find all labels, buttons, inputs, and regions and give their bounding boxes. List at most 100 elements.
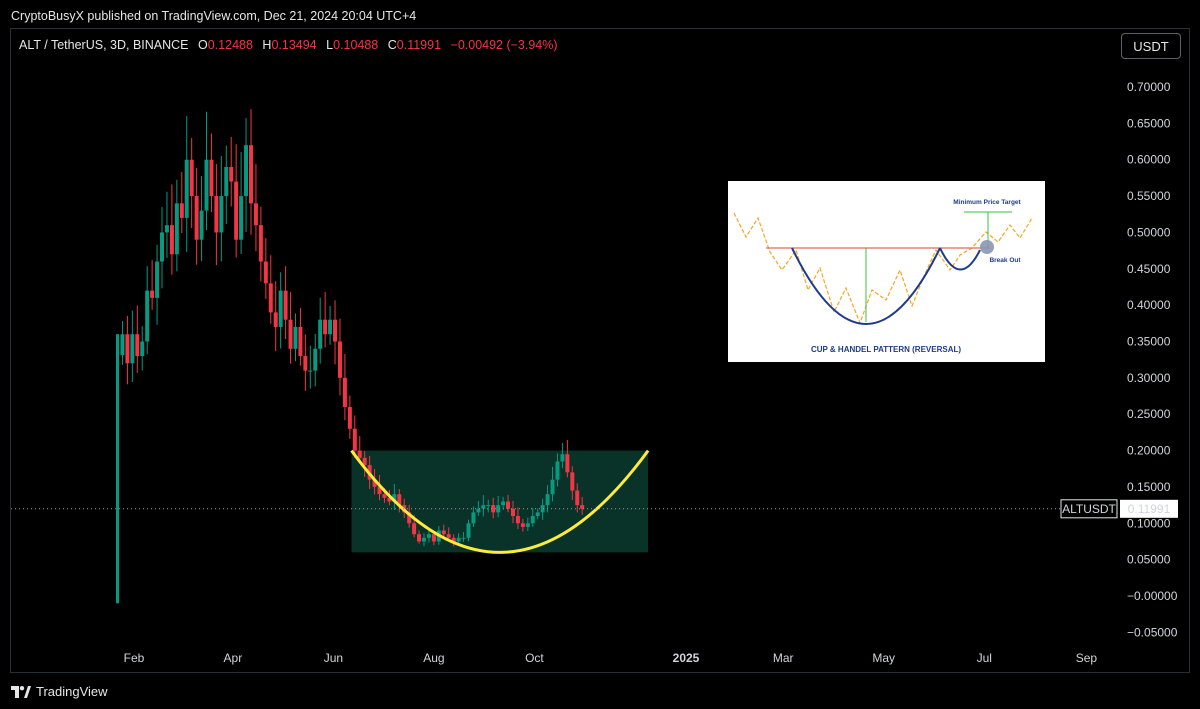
y-tick-label: 0.20000: [1127, 444, 1171, 458]
candle-body: [486, 505, 491, 507]
candles: [116, 109, 585, 604]
y-tick-label: 0.40000: [1127, 298, 1171, 312]
candle-body: [491, 505, 496, 513]
candle-body: [278, 290, 283, 327]
candle-body: [382, 494, 387, 498]
candle-body: [174, 203, 179, 255]
candle-body: [397, 494, 402, 506]
tradingview-logo[interactable]: TradingView: [11, 684, 108, 699]
currency-button[interactable]: USDT: [1121, 33, 1181, 59]
candle-body: [412, 523, 417, 535]
candle-body: [461, 537, 466, 539]
publish-info: CryptoBusyX published on TradingView.com…: [11, 9, 417, 23]
candle-body: [352, 428, 357, 451]
candle-body: [520, 523, 525, 527]
candle-body: [199, 210, 204, 240]
pattern-inset: Minimum Price Target Break Out CUP & HANDE…: [728, 181, 1045, 362]
candle-body: [184, 159, 189, 218]
inset-handle-curve: [939, 247, 981, 271]
candle-body: [506, 501, 511, 509]
candle-body: [135, 334, 140, 357]
candle-body: [328, 319, 333, 335]
candle-body: [441, 530, 446, 535]
candle-body: [219, 196, 224, 233]
inset-price-path: [733, 212, 1033, 325]
x-tick-label: May: [872, 651, 895, 665]
candle-body: [426, 534, 431, 538]
candle-body: [313, 348, 318, 371]
candle-body: [476, 508, 481, 513]
candle-body: [347, 406, 352, 429]
candle-body: [244, 145, 249, 197]
candle-body: [510, 508, 515, 517]
candle-body: [273, 312, 278, 327]
candle-body: [540, 505, 545, 513]
candle-body: [283, 290, 288, 320]
candle-body: [456, 537, 461, 542]
candle-body: [451, 537, 456, 542]
candle-body: [298, 326, 303, 357]
symbol-title: ALT / TetherUS, 3D, BINANCE: [19, 38, 189, 52]
candle-body: [333, 319, 338, 342]
y-tick-label: 0.10000: [1127, 516, 1171, 530]
candle-body: [253, 203, 258, 226]
candle-body: [214, 196, 219, 233]
candle-body: [293, 326, 298, 349]
candle-body: [501, 501, 506, 506]
x-tick-label: Jul: [977, 651, 992, 665]
change-value: −0.00492 (−3.94%): [450, 38, 558, 52]
open-label: O: [198, 38, 208, 52]
candle-body: [496, 505, 501, 513]
candle-body: [417, 534, 422, 542]
candle-body: [342, 377, 347, 407]
candle-body: [372, 479, 377, 487]
candle-body: [116, 334, 120, 604]
y-tick-label: 0.35000: [1127, 335, 1171, 349]
inset-breakout-label: Break Out: [989, 257, 1021, 264]
candle-body: [288, 319, 293, 349]
candle-body: [466, 523, 471, 538]
open-value: 0.12488: [207, 38, 253, 52]
candle-body: [318, 319, 323, 349]
y-tick-label: 0.30000: [1127, 371, 1171, 385]
candle-body: [362, 457, 367, 466]
candle-body: [377, 486, 382, 495]
x-tick-label: Feb: [124, 651, 145, 665]
candle-body: [555, 461, 560, 480]
inset-target-label: Minimum Price Target: [953, 199, 1021, 206]
candle-body: [357, 450, 362, 458]
x-tick-label: 2025: [673, 651, 700, 665]
candle-body: [140, 341, 145, 357]
symbol-tag: ALTUSDT: [1062, 502, 1116, 516]
candle-body: [194, 196, 199, 240]
candle-body: [150, 290, 155, 298]
high-label: H: [262, 38, 272, 52]
candle-body: [130, 334, 135, 364]
candle-body: [248, 145, 253, 204]
candle-body: [258, 225, 263, 262]
y-tick-label: 0.50000: [1127, 225, 1171, 239]
candle-body: [407, 512, 412, 524]
candle-body: [239, 196, 244, 240]
candle-body: [268, 283, 273, 313]
candle-body: [229, 166, 234, 182]
candle-body: [204, 159, 209, 211]
candle-body: [155, 261, 160, 298]
candle-body: [530, 516, 535, 524]
candle-body: [535, 512, 540, 517]
candle-body: [431, 534, 436, 542]
inset-breakout-dot: [980, 240, 994, 254]
candle-body: [160, 232, 165, 262]
candle-body: [125, 334, 130, 364]
price-tag-value: 0.11991: [1128, 502, 1171, 516]
y-tick-label: 0.55000: [1127, 189, 1171, 203]
candle-body: [120, 334, 125, 356]
y-tick-label: −0.00000: [1127, 589, 1178, 603]
candle-body: [580, 505, 585, 509]
y-tick-label: 0.05000: [1127, 553, 1171, 567]
close-value: 0.11991: [396, 38, 442, 52]
candle-body: [392, 494, 397, 502]
candle-body: [164, 225, 169, 233]
